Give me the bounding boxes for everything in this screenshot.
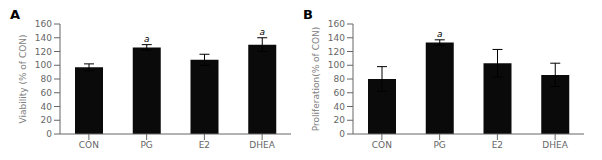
svg-text:a: a [259, 27, 265, 37]
svg-text:60: 60 [334, 88, 346, 98]
svg-text:20: 20 [41, 115, 53, 125]
svg-text:100: 100 [328, 60, 345, 70]
svg-text:0: 0 [46, 129, 52, 139]
svg-text:Viability (% of CON): Viability (% of CON) [18, 35, 28, 124]
svg-text:100: 100 [35, 60, 52, 70]
svg-text:CON: CON [372, 140, 392, 150]
svg-text:40: 40 [334, 102, 346, 112]
svg-text:Proliferation(% of CON): Proliferation(% of CON) [311, 27, 321, 132]
html-text:B: B [303, 7, 313, 22]
svg-text:E2: E2 [199, 140, 210, 150]
svg-text:DHEA: DHEA [249, 140, 275, 150]
svg-text:a: a [144, 34, 150, 44]
svg-text:PG: PG [433, 140, 445, 150]
html-text:A: A [10, 7, 21, 22]
svg-text:60: 60 [41, 88, 53, 98]
svg-text:140: 140 [328, 33, 345, 43]
svg-text:PG: PG [140, 140, 152, 150]
svg-text:140: 140 [35, 33, 52, 43]
svg-text:160: 160 [35, 19, 52, 29]
svg-text:120: 120 [35, 47, 52, 57]
svg-text:DHEA: DHEA [542, 140, 568, 150]
svg-text:20: 20 [334, 115, 346, 125]
svg-text:E2: E2 [492, 140, 503, 150]
svg-text:0: 0 [339, 129, 345, 139]
svg-text:120: 120 [328, 47, 345, 57]
svg-text:CON: CON [79, 140, 99, 150]
svg-text:80: 80 [334, 74, 346, 84]
svg-text:160: 160 [328, 19, 345, 29]
svg-text:40: 40 [41, 102, 53, 112]
svg-text:a: a [437, 29, 443, 39]
svg-text:80: 80 [41, 74, 53, 84]
